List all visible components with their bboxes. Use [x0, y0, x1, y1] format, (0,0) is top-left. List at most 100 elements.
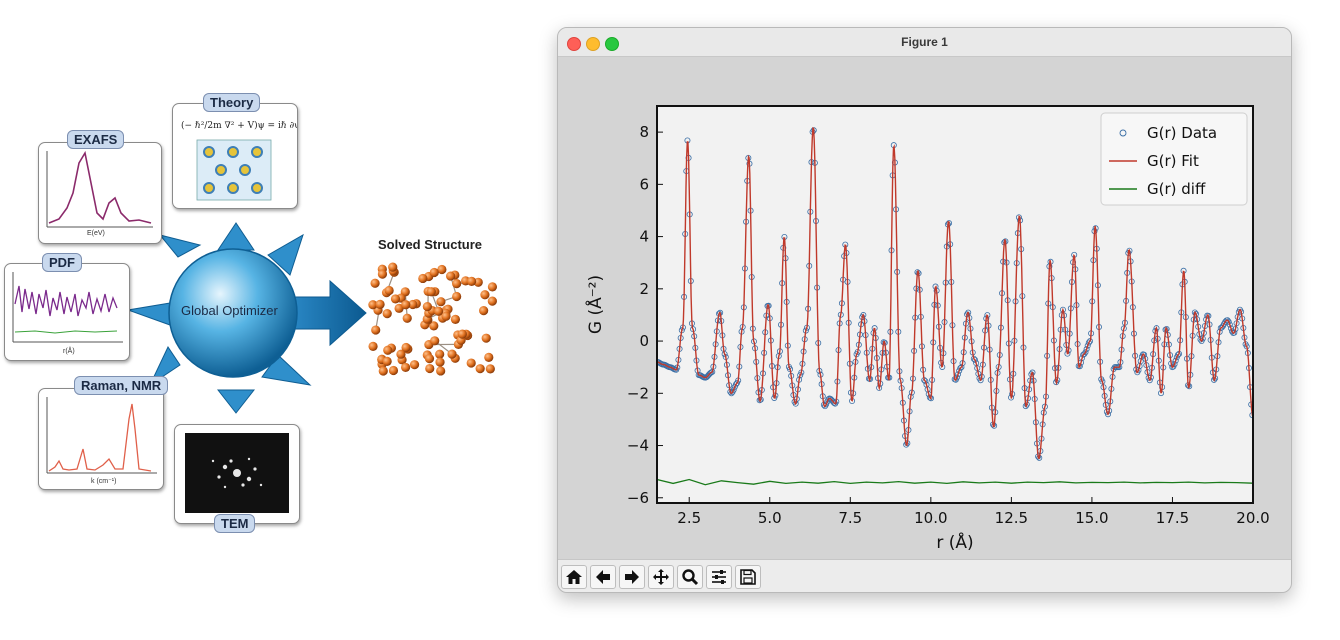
navigation-toolbar [558, 559, 1291, 592]
forward-button[interactable] [619, 565, 645, 589]
data-point [730, 386, 737, 393]
zoom-button[interactable] [677, 565, 703, 589]
window-title: Figure 1 [901, 35, 948, 49]
structure-atom [382, 356, 392, 366]
structure-atom [430, 336, 440, 346]
structure-atom [487, 296, 497, 306]
structure-atom [425, 363, 435, 374]
structure-atom [409, 360, 420, 370]
data-point [708, 369, 715, 376]
structure-atom [441, 311, 451, 321]
structure-atom [424, 353, 435, 364]
structure-atom [401, 342, 411, 353]
y-tick-label: −2 [627, 384, 649, 402]
solved-structure-image [368, 262, 498, 376]
structure-atom [467, 276, 477, 286]
data-point [1059, 306, 1066, 313]
structure-atom [388, 262, 398, 272]
x-tick-label: 15.0 [1075, 509, 1108, 527]
data-point [1083, 346, 1090, 353]
data-point [955, 371, 962, 378]
legend-label: G(r) Fit [1147, 152, 1199, 170]
data-point [1082, 349, 1089, 356]
data-point [1085, 339, 1092, 346]
y-tick-label: 4 [639, 228, 649, 246]
figure-canvas[interactable]: 2.5 5.0 7.5 10.0 12.5 15.0 17.5 20.0 −6 −4 −2 0 2 4 6 8… [558, 57, 1291, 560]
back-button[interactable] [590, 565, 616, 589]
structure-atom [422, 302, 432, 312]
exafs-xlabel: E(eV) [87, 230, 105, 237]
home-icon [566, 570, 582, 584]
structure-atom [408, 299, 418, 310]
x-tick-label: 20.0 [1236, 509, 1269, 527]
minimize-button[interactable] [586, 37, 600, 51]
y-tick-label: 8 [639, 123, 649, 141]
y-tick-label: 0 [639, 332, 649, 350]
structure-atom [401, 362, 411, 373]
x-tick-label: 2.5 [677, 509, 701, 527]
svg-text:(− ℏ²/2m ∇² + V)ψ = iℏ ∂ψ/∂t: (− ℏ²/2m ∇² + V)ψ = iℏ ∂ψ/∂t [181, 120, 297, 131]
data-point [977, 377, 984, 384]
data-point [1226, 321, 1233, 328]
pan-button[interactable] [648, 565, 674, 589]
structure-atom [382, 309, 392, 319]
raman-xlabel: k (cm⁻¹) [91, 478, 117, 485]
pdf-tag: PDF [42, 253, 82, 272]
structure-atom [383, 345, 393, 355]
structure-atom [384, 285, 394, 296]
configure-icon [712, 570, 726, 584]
gr-fit-chart[interactable]: 2.5 5.0 7.5 10.0 12.5 15.0 17.5 20.0 −6 −4 −2 0 2 4 6 8… [558, 57, 1291, 560]
structure-atom [447, 349, 457, 359]
data-point [1086, 338, 1093, 345]
maximize-button[interactable] [605, 37, 619, 51]
window-titlebar: Figure 1 [558, 28, 1291, 57]
structure-atom [446, 271, 456, 281]
figure-window: Figure 1 2.5 5.0 7.5 10.0 12.5 15.0 17.5 20.0 −6… [557, 27, 1292, 593]
structure-atom [429, 321, 439, 331]
optimizer-sphere [126, 222, 367, 414]
axes-frame [656, 105, 1254, 504]
structure-atom [480, 290, 490, 300]
data-point [797, 372, 804, 379]
close-button[interactable] [567, 37, 581, 51]
structure-atom [435, 357, 445, 367]
pan-icon [653, 569, 669, 585]
x-tick-label: 17.5 [1156, 509, 1189, 527]
x-tick-label: 10.0 [914, 509, 947, 527]
data-point [958, 364, 965, 371]
data-point [1081, 350, 1088, 357]
structure-atom [368, 341, 378, 352]
raman-callout: k (cm⁻¹) [38, 388, 164, 490]
home-button[interactable] [561, 565, 587, 589]
save-button[interactable] [735, 565, 761, 589]
series-fit-line [657, 127, 1253, 460]
exafs-plot [46, 150, 153, 228]
structure-atom [401, 300, 411, 310]
structure-atom [485, 364, 495, 374]
structure-atom [426, 287, 436, 297]
legend-box [1100, 112, 1248, 206]
tem-tag: TEM [214, 514, 256, 533]
structure-atom [484, 352, 494, 362]
structure-atom [437, 264, 447, 275]
y-tick-label: −6 [627, 489, 649, 507]
structure-atom [436, 297, 446, 307]
theory-tag: Theory [203, 93, 261, 112]
structure-atom [452, 291, 462, 302]
legend-label: G(r) diff [1147, 180, 1206, 198]
legend-label: G(r) Data [1147, 124, 1217, 142]
exafs-tag: EXAFS [67, 130, 125, 149]
data-point [957, 365, 964, 372]
save-icon [740, 569, 756, 585]
structure-atom [429, 267, 439, 278]
data-point [926, 394, 933, 401]
structure-atom [475, 364, 485, 374]
structure-atom [402, 313, 412, 323]
y-axis-label: G (Å⁻²) [584, 275, 606, 334]
data-point [1231, 329, 1238, 336]
structure-atom [418, 273, 428, 284]
configure-subplots-button[interactable] [706, 565, 732, 589]
structure-atom [388, 365, 399, 376]
structure-atom [435, 349, 445, 359]
pdf-callout: r(Å) [4, 263, 130, 361]
